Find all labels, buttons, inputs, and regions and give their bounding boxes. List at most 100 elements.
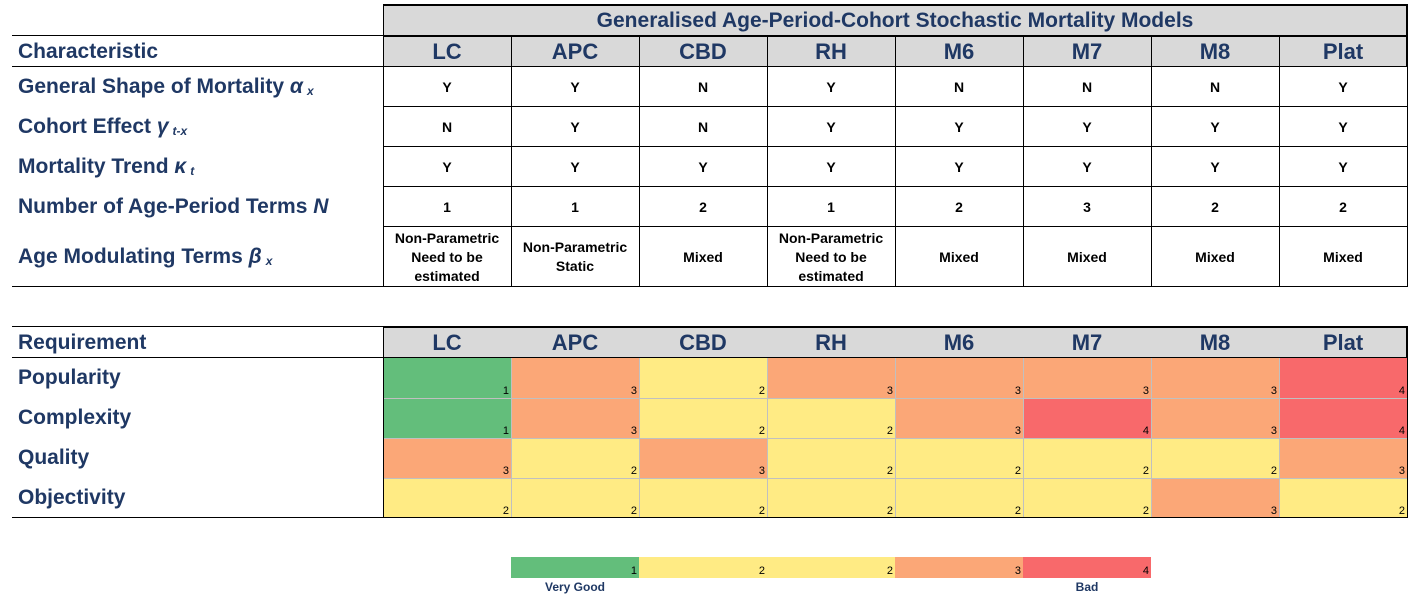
score-cell: 2 bbox=[639, 478, 767, 518]
model-header-2-m7: M7 bbox=[1071, 330, 1103, 355]
score-cell: 4 bbox=[1279, 398, 1407, 438]
score-cell: 2 bbox=[895, 438, 1023, 478]
row-subscript: x bbox=[265, 254, 273, 268]
characteristic-cell: Y bbox=[698, 158, 708, 175]
characteristic-cell: Y bbox=[1338, 158, 1348, 175]
header-rule-2 bbox=[12, 326, 1408, 327]
score-cell: 3 bbox=[1151, 358, 1279, 398]
characteristic-cell: Y bbox=[826, 78, 836, 95]
characteristic-cell: Mixed bbox=[1195, 248, 1235, 265]
characteristic-cell: Y bbox=[442, 78, 452, 95]
model-header-2-rh: RH bbox=[815, 330, 847, 355]
row-label-text: General Shape of Mortality bbox=[18, 75, 285, 98]
characteristic-cell: 3 bbox=[1083, 198, 1091, 215]
characteristic-cell: N bbox=[953, 78, 965, 95]
header-rule-2 bbox=[12, 357, 1408, 358]
model-header-2-plat: Plat bbox=[1322, 330, 1364, 355]
table-title: Generalised Age-Period-Cohort Stochastic… bbox=[383, 5, 1407, 36]
score-cell: 2 bbox=[383, 478, 511, 518]
characteristic-cell: Y bbox=[1210, 158, 1220, 175]
legend-cell: 3 bbox=[895, 557, 1023, 578]
score-cell: 3 bbox=[1151, 398, 1279, 438]
legend-cell: 4 bbox=[1023, 557, 1151, 578]
model-header-2-cbd: CBD bbox=[679, 330, 727, 355]
heat-gridline bbox=[1151, 358, 1152, 518]
score-cell: 2 bbox=[1151, 438, 1279, 478]
characteristic-cell: Non-Parametric Static bbox=[522, 239, 628, 274]
characteristic-cell: Mixed bbox=[1323, 248, 1363, 265]
score-cell: 2 bbox=[1023, 438, 1151, 478]
score-cell: 2 bbox=[511, 438, 639, 478]
characteristic-cell: Y bbox=[954, 118, 964, 135]
characteristic-cell: Y bbox=[1082, 118, 1092, 135]
model-header-apc: APC bbox=[551, 39, 599, 64]
requirement-row-label: Complexity bbox=[18, 406, 132, 429]
score-cell: 3 bbox=[511, 398, 639, 438]
characteristic-cell: Non-Parametric Need to be estimated bbox=[778, 229, 884, 284]
score-cell: 4 bbox=[1023, 398, 1151, 438]
score-cell: 1 bbox=[383, 358, 511, 398]
model-header-2-m6: M6 bbox=[943, 330, 975, 355]
score-cell: 2 bbox=[1023, 478, 1151, 518]
model-header-2-lc: LC bbox=[432, 330, 462, 355]
characteristic-cell: 1 bbox=[443, 198, 451, 215]
column-divider bbox=[1407, 4, 1408, 287]
characteristic-cell: 1 bbox=[827, 198, 835, 215]
characteristic-cell: Mixed bbox=[683, 248, 723, 265]
score-cell: 2 bbox=[1279, 478, 1407, 518]
title-top-rule bbox=[383, 4, 1408, 5]
table2-border bbox=[1407, 327, 1408, 518]
characteristic-cell: N bbox=[697, 78, 709, 95]
characteristic-cell: 2 bbox=[699, 198, 707, 215]
legend-cell: 1 bbox=[511, 557, 639, 578]
row-symbol: β bbox=[248, 245, 262, 268]
model-header-2-apc: APC bbox=[551, 330, 599, 355]
score-cell: 2 bbox=[639, 398, 767, 438]
row-symbol: α bbox=[289, 75, 303, 98]
characteristic-cell: N bbox=[697, 118, 709, 135]
characteristic-cell: Y bbox=[826, 158, 836, 175]
column-divider bbox=[639, 36, 640, 287]
column-divider bbox=[1279, 36, 1280, 287]
heat-gridline bbox=[1023, 358, 1024, 518]
legend-cell: 2 bbox=[767, 557, 895, 578]
table2-bottom-rule bbox=[12, 517, 1408, 518]
column-divider bbox=[1023, 36, 1024, 287]
characteristic-cell: Mixed bbox=[939, 248, 979, 265]
score-cell: 3 bbox=[511, 358, 639, 398]
score-cell: 3 bbox=[895, 358, 1023, 398]
heat-gridline bbox=[511, 358, 512, 518]
requirement-header: Requirement bbox=[18, 331, 147, 354]
score-cell: 3 bbox=[1023, 358, 1151, 398]
row-label-text: Cohort Effect bbox=[18, 115, 151, 138]
score-cell: 3 bbox=[383, 438, 511, 478]
characteristic-cell: Y bbox=[570, 78, 580, 95]
model-header-m7: M7 bbox=[1071, 39, 1103, 64]
column-divider bbox=[767, 36, 768, 287]
legend-cell: 2 bbox=[639, 557, 767, 578]
requirement-row-label: Popularity bbox=[18, 366, 121, 389]
model-header-m8: M8 bbox=[1199, 39, 1231, 64]
requirement-row-label: Quality bbox=[18, 446, 90, 469]
score-cell: 2 bbox=[767, 398, 895, 438]
characteristic-row-label: Number of Age-Period Terms N bbox=[18, 187, 328, 227]
characteristic-cell: Y bbox=[1082, 158, 1092, 175]
column-divider bbox=[511, 36, 512, 287]
characteristic-cell: Y bbox=[1210, 118, 1220, 135]
characteristic-row-label: Cohort Effect γ t-x bbox=[18, 107, 187, 147]
legend-label-good: Very Good bbox=[544, 580, 606, 594]
characteristic-cell: Mixed bbox=[1067, 248, 1107, 265]
table-bottom-rule bbox=[12, 286, 1408, 287]
characteristic-cell: Y bbox=[570, 118, 580, 135]
characteristic-cell: N bbox=[1209, 78, 1221, 95]
score-cell: 2 bbox=[895, 478, 1023, 518]
characteristic-cell: 2 bbox=[1211, 198, 1219, 215]
score-cell: 1 bbox=[383, 398, 511, 438]
heat-gridline bbox=[639, 358, 640, 518]
characteristic-cell: Non-Parametric Need to be estimated bbox=[394, 229, 500, 284]
heat-gridline bbox=[895, 358, 896, 518]
characteristic-cell: Y bbox=[954, 158, 964, 175]
row-label-text: Number of Age-Period Terms bbox=[18, 195, 308, 218]
score-cell: 2 bbox=[767, 438, 895, 478]
